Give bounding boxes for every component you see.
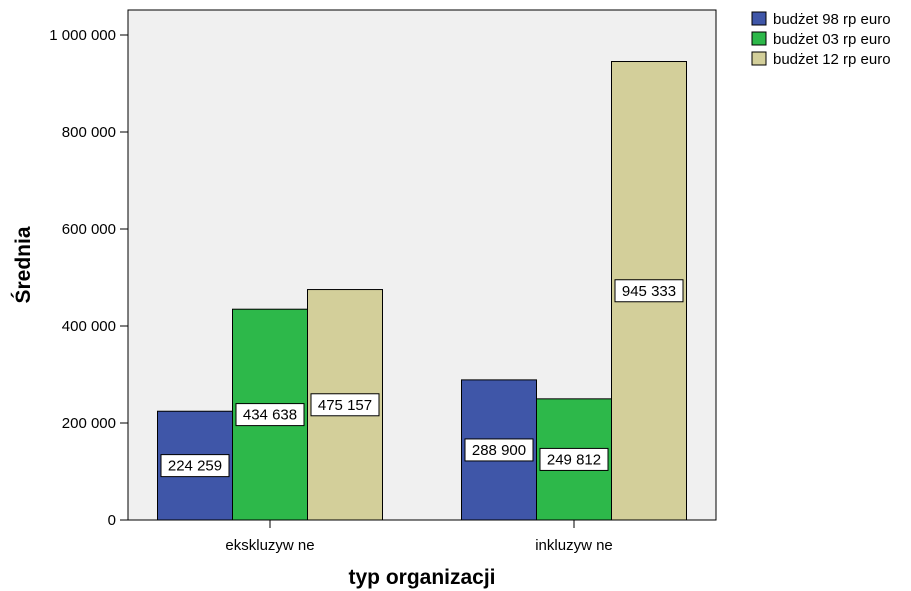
data-label-box [160,454,230,478]
y-axis-title: Średnia [11,226,35,303]
data-label: 475 157 [318,397,372,414]
legend-swatch [751,31,767,46]
data-label-box [539,447,609,471]
y-tick-label: 200 000 [62,415,116,432]
data-label-box [614,279,684,303]
legend: budżet 98 rp euro budżet 03 rp euro budżet… [751,11,891,68]
data-label-box [464,438,534,462]
data-label: 945 333 [622,283,676,300]
data-label-box [235,403,305,427]
legend-swatch [751,51,767,66]
y-tick-label: 600 000 [62,221,116,238]
data-label: 224 259 [168,458,222,475]
y-axis: 0 200 000 400 000 600 000 800 000 1 000 000 [49,27,128,529]
legend-label: budżet 03 rp euro [773,31,891,48]
legend-label: budżet 98 rp euro [773,11,891,28]
x-tick-label: ekskluzyw ne [225,537,314,554]
y-tick-label: 0 [108,512,116,529]
data-label: 288 900 [472,442,526,459]
y-tick-label: 1 000 000 [49,27,116,44]
legend-label: budżet 12 rp euro [773,51,891,68]
data-label-box [310,393,380,417]
x-axis: ekskluzyw ne inkluzyw ne [225,520,613,554]
y-tick-label: 400 000 [62,318,116,335]
data-label: 434 638 [243,407,297,424]
x-tick-label: inkluzyw ne [535,537,613,554]
bars-group: 224 259 288 900 434 638 249 812 475 157 945 3… [157,61,687,521]
y-tick-label: 800 000 [62,124,116,141]
data-label: 249 812 [547,451,601,468]
x-axis-title: typ organizacji [348,566,495,589]
legend-swatch [751,11,767,26]
